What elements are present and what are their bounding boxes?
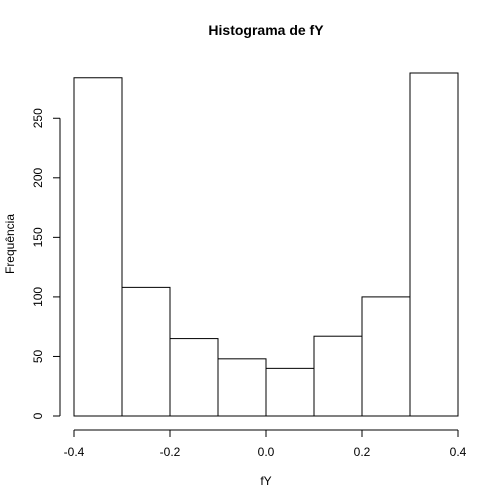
- histogram-bar-2: [121, 286, 171, 417]
- y-tick-label: 200: [31, 167, 45, 187]
- y-axis-label: Frequência: [3, 214, 17, 274]
- histogram-bar-5: [265, 367, 315, 417]
- x-tick-label: 0.0: [258, 445, 275, 459]
- y-tick-label: 0: [31, 412, 45, 419]
- histogram-bar-8: [409, 72, 459, 417]
- y-tick-label: 150: [31, 227, 45, 247]
- y-tick-label: 100: [31, 287, 45, 307]
- y-tick-label: 50: [31, 349, 45, 363]
- histogram-bars: [73, 72, 459, 417]
- y-tick-label: 250: [31, 108, 45, 128]
- histogram-bar-7: [361, 296, 411, 417]
- x-tick-label: -0.2: [160, 445, 181, 459]
- y-axis: 0 50 100 150 200 250: [31, 108, 61, 419]
- histogram-bar-3: [169, 338, 219, 417]
- x-axis: -0.4 -0.2 0.0 0.2 0.4: [64, 429, 467, 459]
- x-tick-label: -0.4: [64, 445, 85, 459]
- x-tick-label: 0.4: [450, 445, 467, 459]
- chart-title: Histograma de fY: [208, 22, 324, 38]
- x-axis-label: fY: [260, 474, 271, 488]
- x-tick-label: 0.2: [354, 445, 371, 459]
- histogram-bar-1: [73, 77, 123, 417]
- histogram-bar-6: [313, 335, 363, 417]
- histogram-bar-4: [217, 358, 267, 417]
